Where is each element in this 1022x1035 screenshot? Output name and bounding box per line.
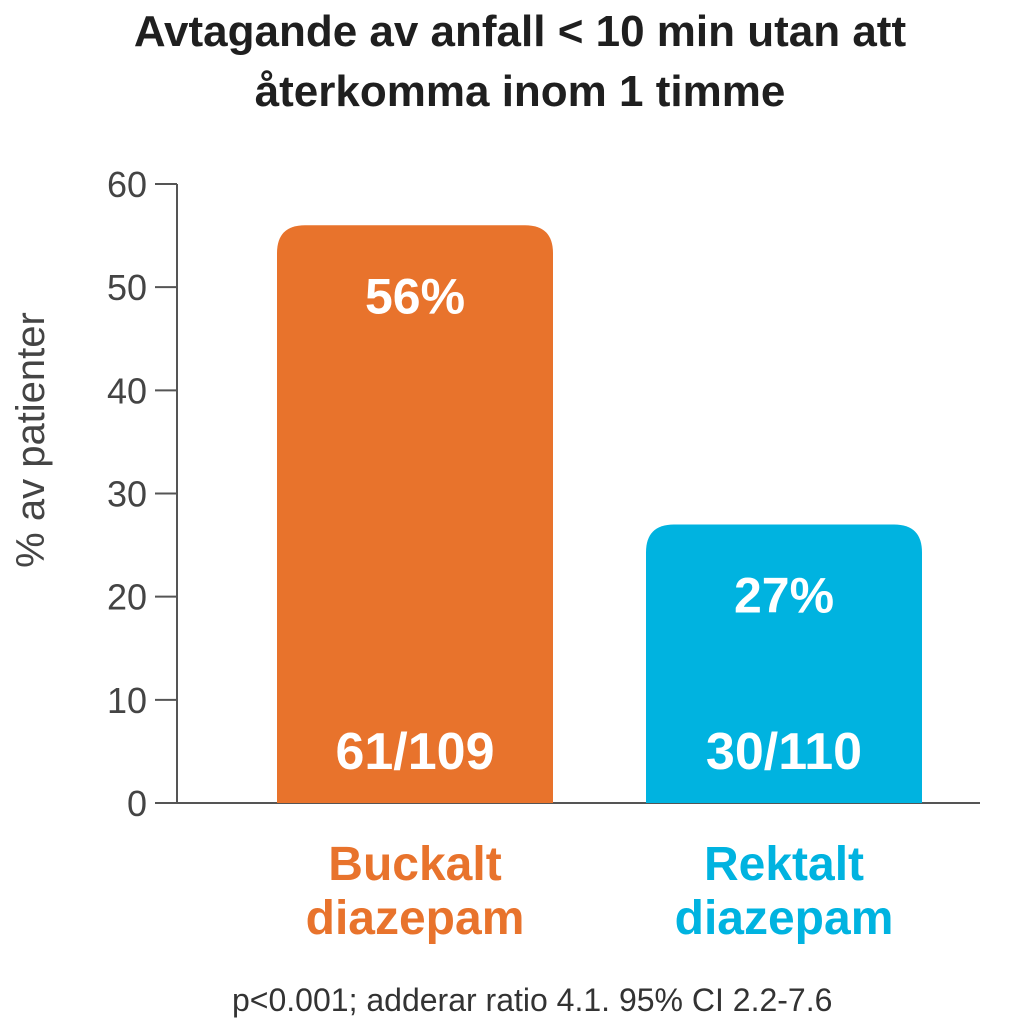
footnote: p<0.001; adderar ratio 4.1. 95% CI 2.2-7… bbox=[232, 982, 833, 1018]
y-tick-label-20: 20 bbox=[107, 577, 147, 618]
category-label-1-line-1: Buckalt bbox=[328, 838, 501, 891]
y-tick-label-0: 0 bbox=[127, 783, 147, 824]
y-tick-label-40: 40 bbox=[107, 370, 147, 411]
y-tick-label-60: 60 bbox=[107, 164, 147, 205]
bar-count-label-1: 61/109 bbox=[335, 723, 494, 781]
category-label-1-line-2: diazepam bbox=[306, 892, 525, 945]
y-tick-label-10: 10 bbox=[107, 680, 147, 721]
category-label-2-line-1: Rektalt bbox=[704, 838, 864, 891]
y-axis-label: % av patienter bbox=[9, 312, 53, 568]
bar-value-label-1: 56% bbox=[365, 268, 465, 324]
bar-count-label-2: 30/110 bbox=[706, 723, 862, 781]
y-tick-label-50: 50 bbox=[107, 267, 147, 308]
bar-1 bbox=[277, 225, 553, 803]
y-tick-label-30: 30 bbox=[107, 474, 147, 515]
chart-title: Avtagande av anfall < 10 min utan att åt… bbox=[133, 7, 907, 116]
bar-value-label-2: 27% bbox=[734, 567, 834, 623]
bar-2 bbox=[646, 524, 922, 803]
category-label-2-line-2: diazepam bbox=[675, 892, 894, 945]
